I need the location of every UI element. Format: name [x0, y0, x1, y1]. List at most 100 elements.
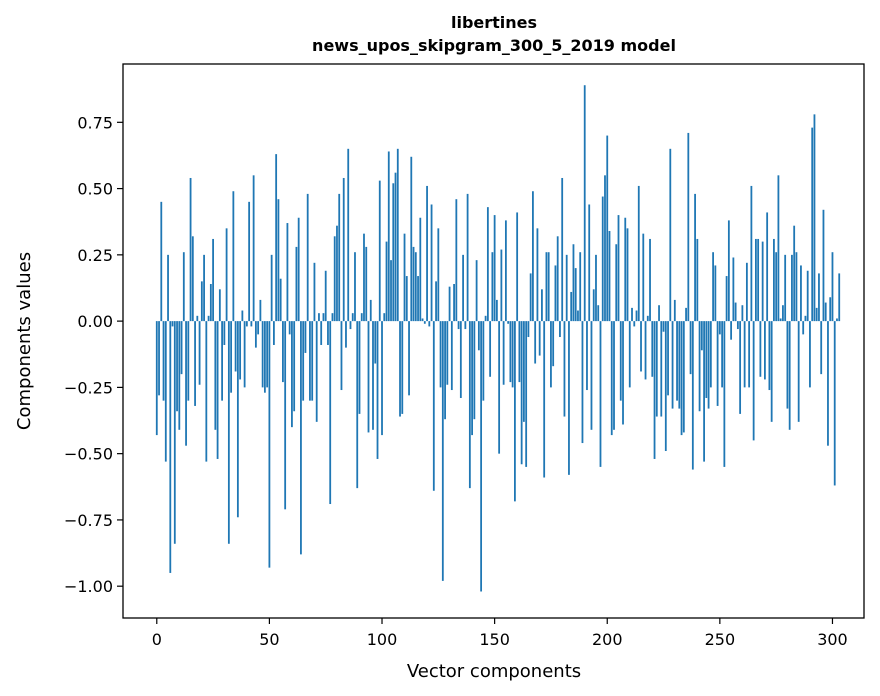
- bar: [768, 321, 771, 391]
- bar: [669, 148, 672, 322]
- bar: [437, 228, 440, 322]
- bar: [804, 315, 807, 322]
- bar: [759, 321, 762, 377]
- bar: [243, 321, 246, 388]
- bar: [450, 321, 453, 391]
- bar: [495, 299, 498, 322]
- bar: [707, 321, 710, 409]
- bar: [595, 254, 597, 322]
- bar: [351, 313, 354, 322]
- bar: [502, 321, 505, 385]
- bar: [248, 201, 251, 322]
- bar: [822, 209, 825, 322]
- bar: [297, 217, 300, 322]
- plot-frame: [122, 63, 865, 619]
- bar: [356, 321, 359, 489]
- bar: [696, 238, 699, 322]
- bar: [800, 265, 802, 322]
- bar: [164, 321, 167, 462]
- bar: [196, 315, 199, 322]
- bar: [554, 265, 557, 322]
- bar: [507, 321, 510, 324]
- bar: [200, 281, 203, 322]
- bar: [727, 220, 730, 322]
- bar: [552, 321, 555, 367]
- bar: [349, 321, 352, 330]
- bar: [628, 321, 631, 388]
- bar: [254, 321, 257, 348]
- bar: [818, 273, 820, 322]
- bar: [676, 321, 678, 401]
- bar: [592, 289, 595, 322]
- bar: [833, 321, 836, 486]
- bar: [423, 321, 426, 324]
- bar: [631, 307, 633, 322]
- bar: [300, 321, 302, 555]
- bar: [333, 236, 336, 322]
- bar: [410, 156, 413, 322]
- bar: [754, 238, 757, 322]
- bar: [372, 321, 374, 430]
- y-axis: −1.00 −0.75 −0.50 −0.25 0.00 0.25 0.50 0.75: [64, 113, 123, 596]
- bar: [358, 321, 361, 414]
- bar: [568, 321, 570, 475]
- bar: [313, 262, 316, 322]
- bar: [464, 321, 467, 330]
- bar: [394, 172, 397, 322]
- bar: [642, 233, 645, 322]
- bar: [773, 238, 775, 322]
- bar: [448, 286, 451, 322]
- bar: [158, 321, 160, 396]
- bar: [741, 305, 744, 322]
- bar: [529, 273, 532, 322]
- bar: [791, 254, 793, 322]
- bar: [221, 321, 223, 401]
- bar: [543, 321, 546, 478]
- bar: [689, 321, 692, 375]
- bar: [786, 321, 789, 409]
- bar: [694, 193, 696, 322]
- bar: [687, 132, 690, 322]
- bar: [162, 321, 165, 401]
- bar: [640, 321, 642, 372]
- y-tick-label: −1.00: [64, 577, 113, 596]
- bar: [419, 217, 422, 322]
- bar: [268, 321, 271, 568]
- bar: [155, 321, 158, 436]
- bar: [198, 321, 201, 385]
- bar: [700, 321, 703, 351]
- bar: [579, 252, 582, 322]
- x-tick-label: 0: [152, 630, 162, 649]
- bar: [387, 151, 390, 322]
- bar: [802, 321, 805, 335]
- bar: [435, 281, 437, 322]
- bar: [541, 289, 543, 322]
- bar: [176, 321, 178, 412]
- x-tick-label: 250: [705, 630, 736, 649]
- bar: [263, 321, 266, 393]
- bar: [169, 321, 172, 573]
- bar: [646, 315, 649, 322]
- bar: [752, 321, 755, 441]
- bar: [284, 321, 287, 510]
- bar: [185, 321, 187, 446]
- bar: [345, 321, 347, 348]
- x-axis-label: Vector components: [407, 661, 581, 682]
- bar: [421, 318, 424, 322]
- bar: [363, 233, 365, 322]
- bar: [655, 321, 658, 417]
- bar: [261, 321, 264, 388]
- bar: [730, 321, 733, 340]
- bar: [705, 321, 708, 398]
- bar: [236, 321, 239, 518]
- bar: [381, 321, 383, 436]
- bar: [239, 321, 242, 380]
- y-tick-label: 0.50: [77, 180, 113, 199]
- bar: [173, 321, 176, 544]
- bar: [770, 321, 773, 422]
- bar: [439, 321, 442, 388]
- bar: [340, 321, 343, 391]
- bar: [486, 207, 489, 322]
- x-tick-label: 150: [479, 630, 510, 649]
